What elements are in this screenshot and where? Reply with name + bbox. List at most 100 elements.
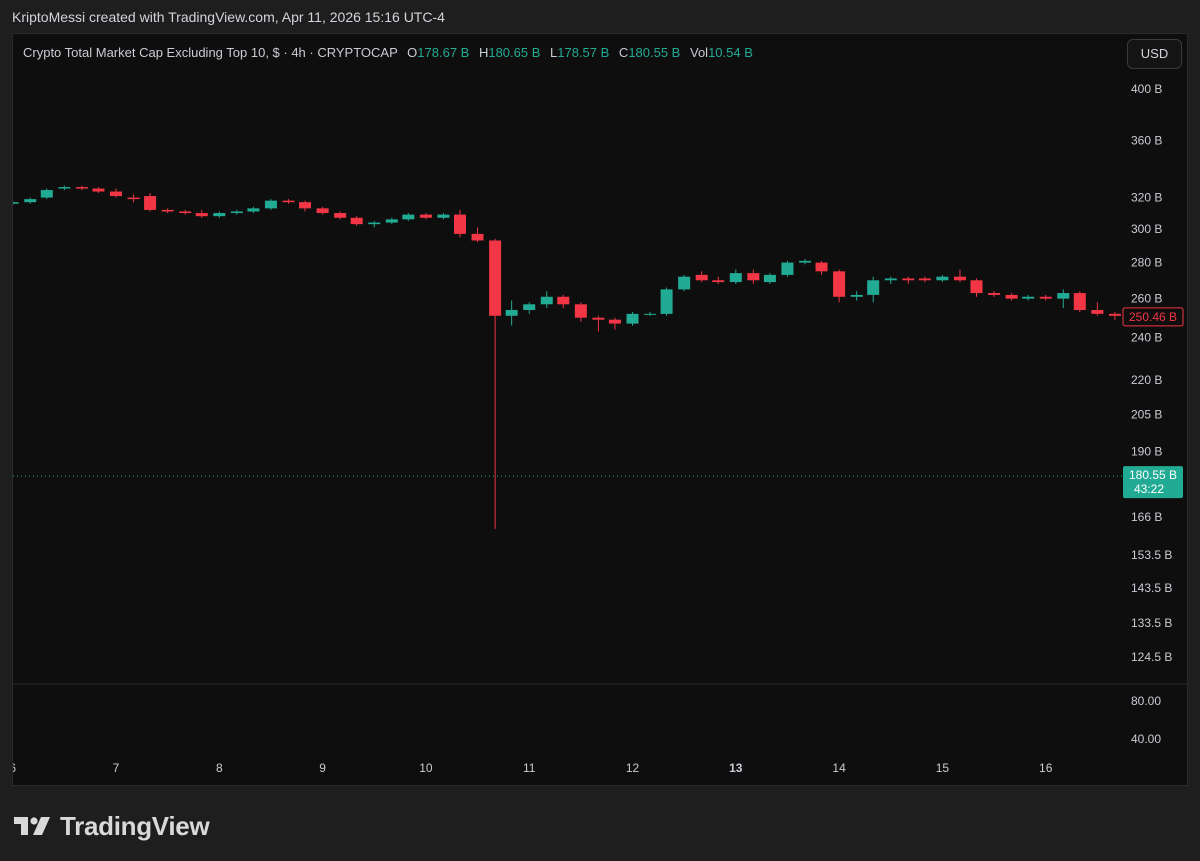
y-tick-label: 124.5 B (1131, 650, 1172, 664)
high-label: H (478, 45, 489, 60)
candle-body (678, 276, 691, 290)
current-price-countdown: 43:22 (1134, 482, 1164, 496)
x-tick-label: 11 (523, 761, 536, 775)
currency-button[interactable]: USD (1127, 39, 1182, 69)
x-tick-label: 15 (936, 761, 950, 775)
current-price-badge (1123, 466, 1183, 499)
y-tick-label: 133.5 B (1131, 616, 1172, 630)
open-value: 178.67 B (417, 45, 470, 60)
symbol-title: Crypto Total Market Cap Excluding Top 10… (23, 45, 398, 60)
chart-canvas[interactable]: 400 B 360 B 320 B 300 B 280 B 260 B 240 B 220 B… (13, 34, 1189, 787)
candle-body (540, 296, 553, 305)
y-tick-label: 400 B (1131, 82, 1162, 96)
candle-body (781, 262, 794, 275)
candle-body (419, 214, 432, 218)
candle-body (1073, 293, 1086, 311)
candle-body (489, 240, 502, 316)
candle-body (1057, 293, 1070, 299)
candle-body (299, 202, 312, 209)
candle-body (58, 187, 71, 189)
candle-body (334, 213, 347, 218)
last-price-label: 250.46 B (1129, 310, 1177, 324)
candle-body (40, 190, 53, 198)
close-value: 180.55 B (628, 45, 681, 60)
candle-body (747, 273, 760, 281)
candle-body (213, 213, 226, 217)
y-tick-label: 320 B (1131, 191, 1162, 205)
candle-body (574, 304, 587, 318)
low-value: 178.57 B (557, 45, 610, 60)
candle-body (660, 289, 673, 314)
candle-body (282, 200, 295, 203)
current-price-label: 180.55 B (1129, 468, 1177, 482)
candle-body (127, 197, 140, 200)
candle-body (867, 280, 880, 295)
candle-body (815, 262, 828, 272)
candle-body (1091, 310, 1104, 314)
x-tick-label: 10 (419, 761, 433, 775)
vol-value: 10.54 B (708, 45, 753, 60)
candle-body (902, 278, 915, 281)
candle-body (918, 278, 931, 281)
symbol-legend[interactable]: Crypto Total Market Cap Excluding Top 10… (23, 45, 753, 60)
candle-body (1039, 296, 1052, 299)
candle-body (712, 280, 725, 283)
x-tick-label: 9 (319, 761, 326, 775)
x-tick-label: 8 (216, 761, 223, 775)
candle-body (850, 294, 863, 297)
y-tick-label: 153.5 B (1131, 548, 1172, 562)
candle-body (626, 313, 639, 324)
candle-body (179, 211, 192, 214)
tradingview-logo[interactable]: TradingView (14, 811, 210, 842)
candle-body (110, 191, 122, 197)
candle-body (92, 188, 105, 192)
candle-body (1022, 296, 1035, 299)
candle-body (884, 278, 897, 281)
volume-tick-label: 40.00 (1131, 732, 1161, 746)
candle-body (608, 319, 621, 324)
candle-body (729, 273, 742, 283)
candle-body (988, 293, 1001, 295)
candle-body (970, 280, 983, 294)
candle-body (316, 208, 329, 214)
candle-body (1108, 313, 1121, 316)
high-value: 180.65 B (488, 45, 541, 60)
candle-body (799, 260, 812, 263)
last-price-badge (1122, 307, 1184, 327)
candle-body (592, 317, 605, 320)
candle-body (195, 213, 208, 217)
volume-tick-label: 80.00 (1131, 694, 1161, 708)
candle-body (1005, 294, 1018, 299)
candle-body (24, 199, 37, 203)
x-tick-label: 14 (832, 761, 846, 775)
y-tick-label: 280 B (1131, 256, 1162, 270)
candle-body (230, 211, 243, 214)
chart-frame[interactable]: 400 B 360 B 320 B 300 B 280 B 260 B 240 B 220 B… (12, 33, 1189, 787)
candle-body (402, 214, 415, 220)
candle-body (75, 187, 88, 189)
y-tick-label: 260 B (1131, 292, 1162, 306)
x-tick-label: 6 (13, 761, 16, 775)
x-tick-label: 13 (729, 761, 743, 775)
tradingview-logo-icon (14, 816, 50, 835)
y-tick-label: 143.5 B (1131, 581, 1172, 595)
y-tick-label: 220 B (1131, 373, 1162, 387)
candle-body (350, 217, 363, 225)
candle-body (763, 274, 776, 283)
candle-body (833, 271, 846, 297)
vol-label: Vol (689, 45, 709, 60)
candle-body (523, 304, 536, 311)
candle-body (644, 313, 657, 315)
candle-body (505, 310, 518, 316)
x-tick-label: 12 (626, 761, 640, 775)
candle-body (13, 202, 19, 204)
y-tick-label: 300 B (1131, 222, 1162, 236)
x-tick-label: 7 (113, 761, 120, 775)
candle-body (695, 274, 708, 281)
candle-body (471, 233, 484, 241)
y-tick-label: 360 B (1131, 133, 1162, 147)
y-tick-label: 190 B (1131, 444, 1162, 458)
candle-body (161, 209, 174, 212)
y-tick-label: 166 B (1131, 510, 1162, 524)
candle-body (557, 296, 570, 305)
